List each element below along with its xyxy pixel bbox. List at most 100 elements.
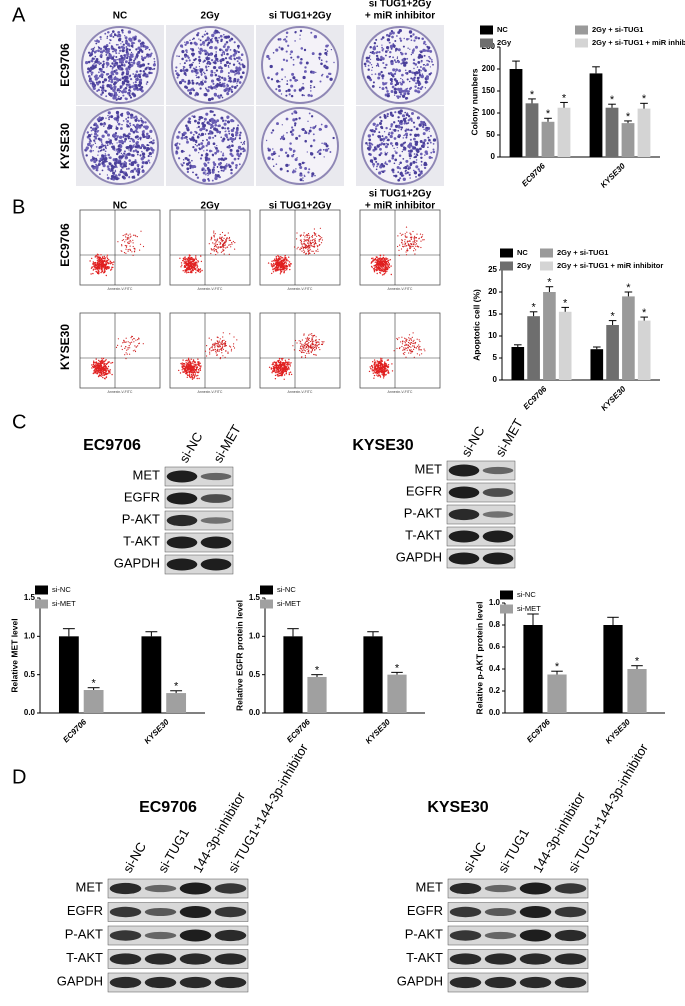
event-dot — [416, 245, 418, 247]
colony — [220, 54, 222, 56]
event-dot — [97, 272, 99, 275]
event-dot — [133, 250, 136, 252]
event-dot — [189, 376, 191, 378]
event-dot — [188, 268, 190, 271]
event-dot — [109, 263, 112, 265]
event-dot — [401, 240, 403, 242]
event-dot — [277, 373, 279, 376]
event-dot — [108, 259, 110, 261]
event-dot — [423, 239, 425, 241]
event-dot — [276, 369, 278, 371]
colony — [102, 49, 106, 53]
event-dot — [216, 345, 218, 347]
event-dot — [275, 259, 277, 261]
colony — [230, 168, 233, 172]
colony — [135, 86, 139, 90]
event-dot — [313, 242, 315, 244]
colony — [98, 63, 101, 66]
colony — [233, 57, 236, 60]
colony — [187, 89, 190, 92]
colony — [133, 95, 135, 98]
colony — [271, 129, 275, 132]
colony — [120, 113, 123, 117]
event-dot — [303, 246, 305, 248]
colony — [115, 63, 119, 66]
colony — [215, 147, 218, 150]
event-dot — [221, 246, 223, 248]
colony — [188, 91, 193, 95]
event-dot — [212, 249, 214, 251]
colony — [279, 167, 283, 171]
event-dot — [278, 357, 281, 360]
event-dot — [103, 267, 105, 269]
colony — [236, 152, 240, 156]
colony — [377, 65, 380, 67]
colony — [224, 133, 228, 137]
colony — [132, 61, 136, 65]
event-dot — [284, 265, 287, 267]
colony — [403, 92, 407, 96]
event-dot — [91, 257, 93, 260]
colony — [137, 46, 141, 50]
colony — [111, 30, 115, 33]
event-dot — [99, 374, 102, 377]
colony — [413, 125, 416, 128]
colony — [302, 177, 304, 179]
event-dot — [282, 362, 284, 364]
colony — [148, 151, 152, 156]
colony — [380, 170, 383, 173]
colony — [102, 88, 105, 92]
colony — [122, 94, 125, 97]
colony — [118, 52, 120, 54]
event-dot — [131, 251, 133, 253]
event-dot — [189, 373, 191, 375]
colony — [187, 79, 191, 83]
colony — [108, 115, 111, 118]
colony — [93, 135, 96, 138]
colony — [401, 89, 405, 93]
colony — [192, 37, 195, 40]
colony — [101, 154, 104, 157]
colony — [189, 138, 193, 141]
colony — [115, 111, 119, 114]
event-dot — [104, 369, 107, 371]
event-dot — [127, 347, 129, 349]
colony — [224, 119, 227, 122]
event-dot — [379, 254, 381, 256]
colony — [326, 50, 329, 52]
colony — [132, 73, 135, 75]
colony — [425, 75, 429, 79]
colony — [108, 52, 111, 55]
event-dot — [181, 366, 183, 369]
colony — [104, 150, 107, 153]
colony — [404, 52, 408, 56]
colony — [205, 88, 208, 91]
event-dot — [106, 261, 109, 264]
colony — [113, 117, 115, 120]
colony — [148, 141, 151, 144]
colony — [388, 92, 390, 95]
colony — [384, 161, 387, 163]
event-dot — [221, 236, 223, 238]
colony — [223, 122, 227, 126]
colony — [214, 36, 218, 40]
colony — [393, 147, 395, 150]
event-dot — [218, 340, 220, 342]
event-dot — [122, 234, 124, 237]
event-dot — [412, 241, 414, 243]
colony — [396, 57, 398, 59]
colony — [406, 112, 409, 114]
event-dot — [373, 271, 376, 273]
colony — [290, 50, 293, 54]
event-dot — [413, 237, 415, 239]
colony — [368, 144, 372, 148]
colony — [400, 77, 402, 80]
event-dot — [286, 259, 288, 262]
colony — [399, 93, 403, 96]
colony — [419, 152, 423, 156]
colony — [419, 50, 421, 53]
event-dot — [379, 257, 382, 259]
colony — [290, 94, 294, 98]
colony — [189, 39, 191, 41]
event-dot — [209, 348, 211, 350]
